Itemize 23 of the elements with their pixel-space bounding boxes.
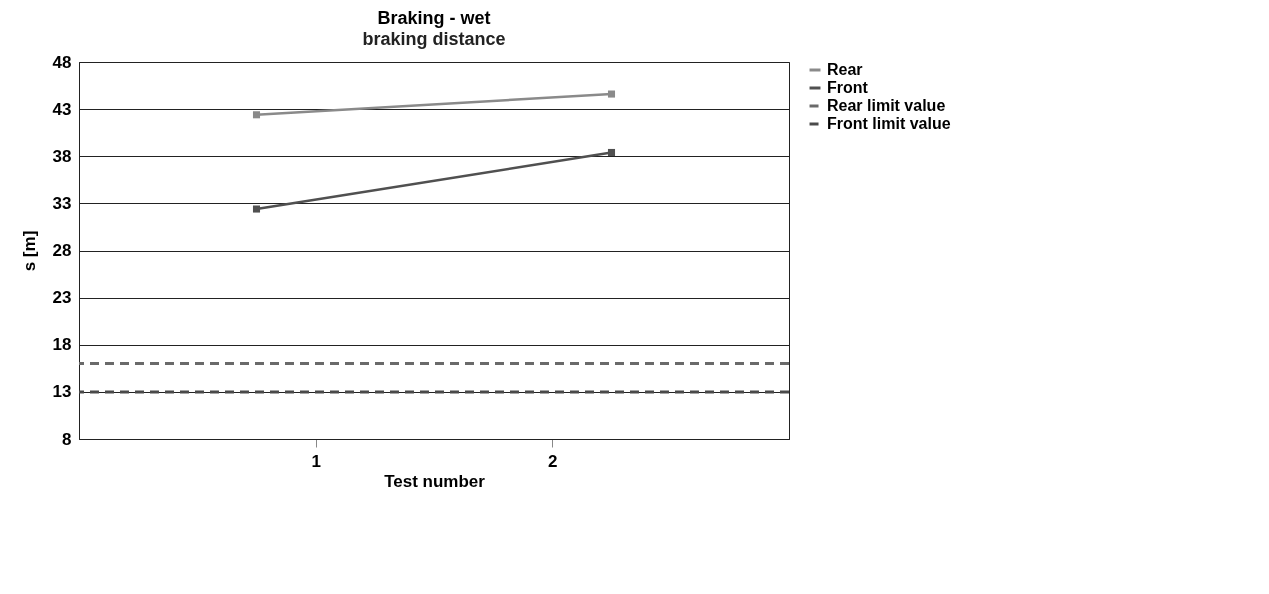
- legend-label: Front limit value: [827, 115, 951, 132]
- chart-title: Braking - wet: [377, 8, 491, 28]
- point: [252, 205, 261, 213]
- point: [607, 90, 616, 98]
- y-tick-label: 28: [52, 241, 72, 260]
- y-axis-title: s [m]: [19, 230, 39, 272]
- legend-label: Front: [827, 79, 869, 96]
- y-tick-label: 23: [52, 288, 72, 308]
- x-axis-title: Test number: [384, 471, 486, 491]
- y-tick-label: 38: [52, 146, 72, 166]
- legend-label: Rear limit value: [827, 97, 946, 114]
- y-tick-label: 48: [52, 52, 72, 72]
- x-tick-label: 1: [311, 451, 321, 471]
- point: [607, 148, 616, 157]
- y-tick-label: 33: [52, 193, 72, 213]
- x-tick-label: 2: [548, 451, 558, 471]
- y-tick-label: 8: [62, 429, 72, 449]
- chart-subtitle: braking distance: [362, 29, 506, 49]
- y-tick-label: 43: [52, 99, 72, 119]
- legend-label: Rear: [827, 61, 863, 78]
- point: [252, 111, 261, 119]
- y-tick-label: 18: [52, 335, 72, 355]
- y-tick-label: 13: [52, 382, 72, 402]
